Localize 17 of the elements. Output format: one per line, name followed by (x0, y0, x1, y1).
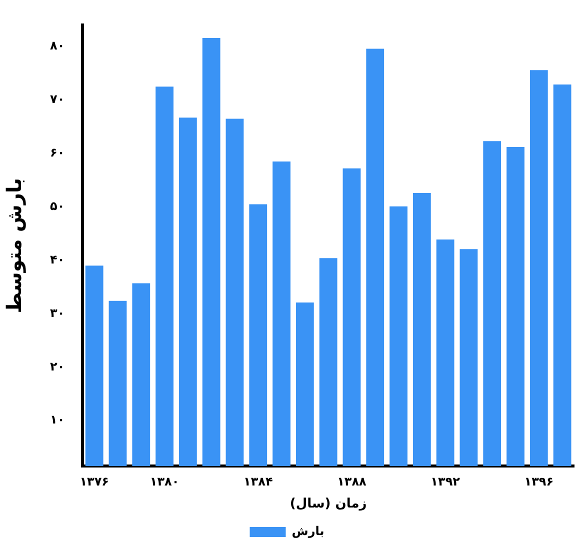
y-tick-label: ۱۰ (50, 412, 65, 427)
y-axis-title: بارش متوسط (2, 178, 26, 314)
y-tick-label: ۸۰ (50, 38, 65, 53)
y-tick-label: ۵۰ (50, 198, 65, 213)
y-tick-label: ۲۰ (50, 359, 65, 374)
y-tick-label: ۴۰ (50, 252, 65, 266)
y-tick-label: ۳۰ (50, 306, 65, 320)
x-tick-label: ۱۳۹۲ (430, 474, 461, 488)
legend-label: بارش (292, 524, 324, 538)
x-tick-label: ۱۳۸۸ (337, 474, 368, 488)
x-tick-label: ۱۳۹۶ (524, 474, 554, 488)
y-tick-label: ۷۰ (50, 92, 65, 106)
x-axis-title: زمان (سال) (290, 496, 367, 512)
x-tick-label: ۱۳۸۴ (243, 474, 273, 488)
y-tick-label: ۶۰ (50, 146, 65, 160)
x-tick-label: ۱۳۷۶ (80, 474, 109, 488)
x-tick-label: ۱۳۸۰ (150, 474, 180, 488)
